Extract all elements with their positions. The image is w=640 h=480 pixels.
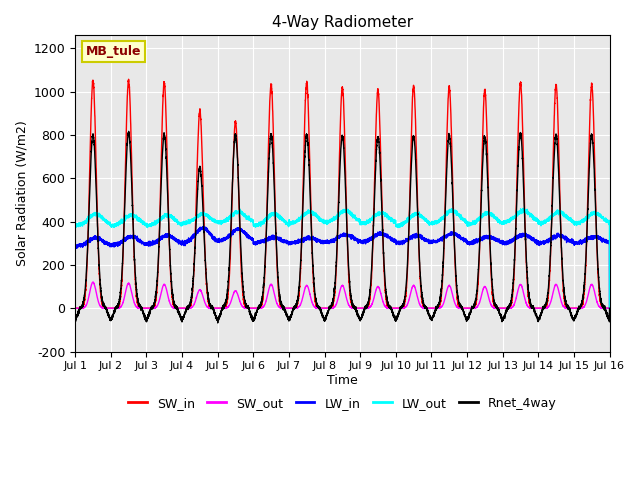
LW_in <box>200 223 207 229</box>
Rnet_4way <box>462 314 470 320</box>
Line: Rnet_4way: Rnet_4way <box>75 132 609 323</box>
SW_out <box>71 305 79 311</box>
Rnet_4way <box>324 308 332 314</box>
LW_out <box>577 218 584 224</box>
Rnet_4way <box>477 208 484 214</box>
LW_in <box>324 239 332 244</box>
SW_in <box>462 305 470 311</box>
LW_out <box>477 215 484 220</box>
SW_out <box>364 305 372 311</box>
Rnet_4way <box>577 303 584 309</box>
LW_in <box>583 237 591 243</box>
LW_in <box>605 305 613 311</box>
SW_in <box>125 76 132 82</box>
Rnet_4way <box>125 129 132 134</box>
LW_in <box>71 243 79 249</box>
X-axis label: Time: Time <box>327 374 358 387</box>
SW_in <box>253 305 260 311</box>
SW_out <box>89 279 97 285</box>
SW_in <box>583 222 591 228</box>
Y-axis label: Solar Radiation (W/m2): Solar Radiation (W/m2) <box>15 120 28 266</box>
LW_in <box>462 239 470 244</box>
Rnet_4way <box>253 310 260 315</box>
LW_in <box>577 240 584 246</box>
SW_in <box>605 305 613 311</box>
LW_out <box>583 214 591 220</box>
Line: LW_out: LW_out <box>75 208 609 308</box>
LW_out <box>605 305 613 311</box>
SW_out <box>253 305 260 311</box>
Rnet_4way <box>605 305 613 311</box>
LW_in <box>253 240 260 246</box>
Title: 4-Way Radiometer: 4-Way Radiometer <box>272 15 413 30</box>
LW_out <box>71 222 79 228</box>
Legend: SW_in, SW_out, LW_in, LW_out, Rnet_4way: SW_in, SW_out, LW_in, LW_out, Rnet_4way <box>124 392 561 415</box>
LW_in <box>477 237 484 243</box>
Rnet_4way <box>583 224 591 230</box>
LW_out <box>253 222 260 228</box>
SW_out <box>477 295 484 300</box>
LW_out <box>462 219 470 225</box>
SW_out <box>324 305 332 311</box>
Line: SW_in: SW_in <box>75 79 609 308</box>
Rnet_4way <box>214 320 221 326</box>
SW_out <box>605 305 613 311</box>
SW_out <box>583 296 591 302</box>
SW_out <box>577 305 584 311</box>
SW_in <box>71 305 79 311</box>
Line: SW_out: SW_out <box>75 282 609 308</box>
Rnet_4way <box>71 319 79 324</box>
SW_in <box>324 305 332 311</box>
SW_out <box>462 305 470 311</box>
SW_in <box>477 200 484 205</box>
SW_in <box>577 305 584 311</box>
LW_out <box>519 205 527 211</box>
Line: LW_in: LW_in <box>75 226 609 308</box>
LW_out <box>324 219 332 225</box>
Text: MB_tule: MB_tule <box>86 45 141 58</box>
